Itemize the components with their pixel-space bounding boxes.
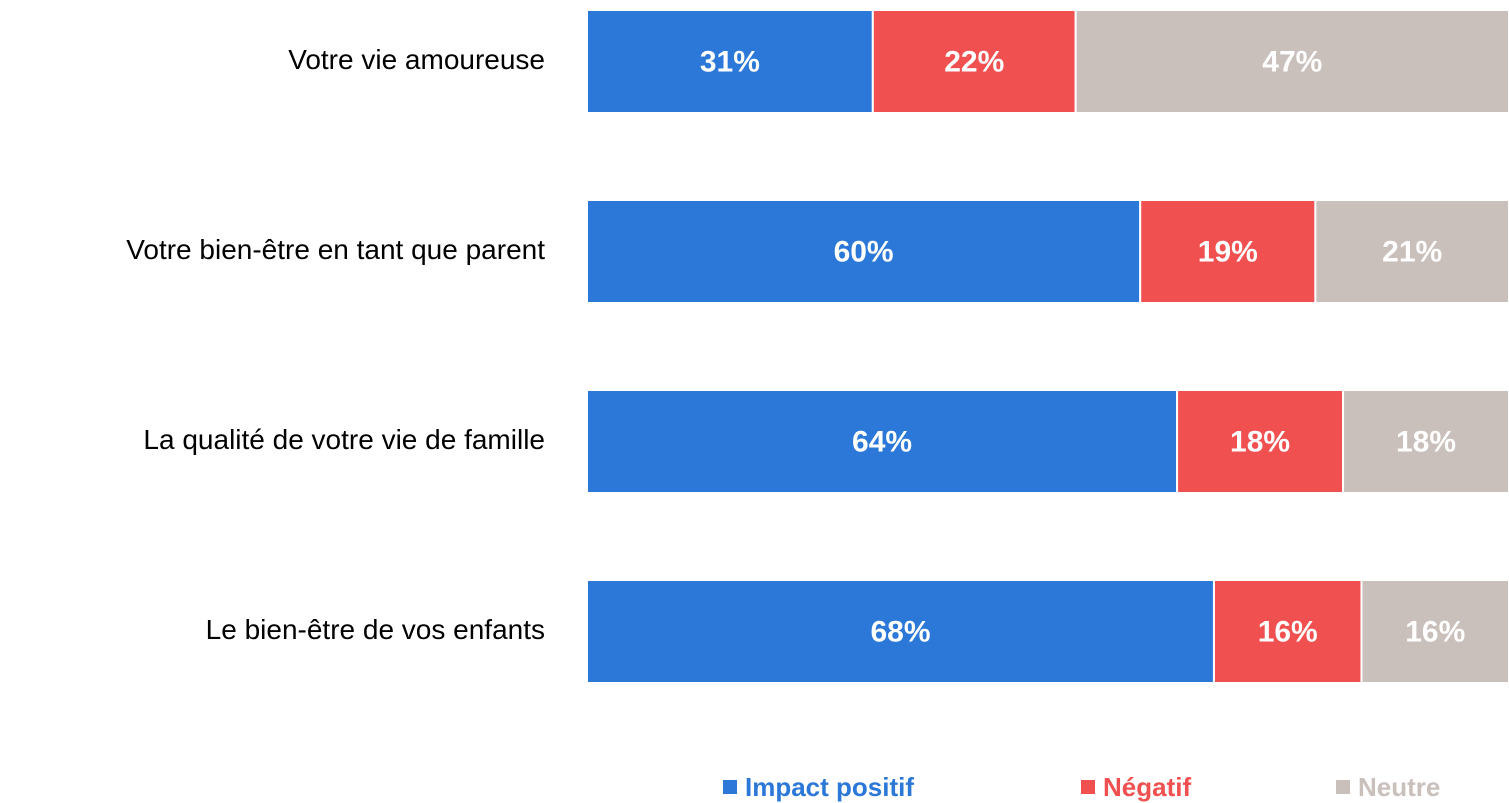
bar-segment [1139, 199, 1317, 304]
category-label: La qualité de votre vie de famille [143, 424, 545, 455]
data-label: 22% [944, 45, 1004, 78]
data-label: 16% [1405, 615, 1465, 648]
legend-label: Neutre [1358, 772, 1440, 802]
data-label: 16% [1258, 615, 1318, 648]
bar-segment [586, 199, 1142, 304]
data-label: 64% [852, 425, 912, 458]
bar-segment [1176, 389, 1345, 494]
legend-label: Négatif [1103, 772, 1191, 802]
bar-segment [586, 9, 874, 114]
data-label: 21% [1382, 235, 1442, 268]
data-label: 47% [1262, 45, 1322, 78]
legend-swatch [1336, 780, 1350, 794]
legend-swatch [1081, 780, 1095, 794]
legend-label: Impact positif [745, 772, 914, 802]
bar-segment [586, 579, 1215, 684]
bar-segment [871, 9, 1077, 114]
data-label: 19% [1198, 235, 1258, 268]
data-label: 18% [1396, 425, 1456, 458]
data-label: 60% [834, 235, 894, 268]
bar-segment [1314, 199, 1509, 304]
category-label: Votre vie amoureuse [288, 44, 545, 75]
category-label: Votre bien-être en tant que parent [126, 234, 545, 265]
bar-segment [1074, 9, 1509, 114]
bar-segment [1360, 579, 1509, 684]
bar-segment [1342, 389, 1509, 494]
data-label: 31% [700, 45, 760, 78]
category-label: Le bien-être de vos enfants [206, 614, 545, 645]
data-label: 18% [1230, 425, 1290, 458]
data-label: 68% [870, 615, 930, 648]
legend-swatch [723, 780, 737, 794]
